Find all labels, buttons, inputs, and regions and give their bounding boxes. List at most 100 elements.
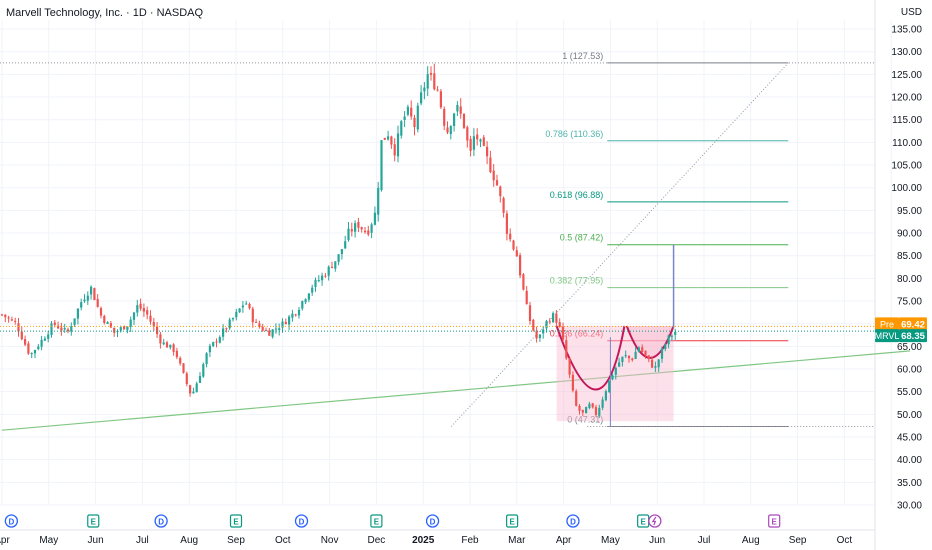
fib-level-label: 1 (127.53) (562, 51, 603, 61)
candle-body (324, 275, 327, 277)
candle-body (195, 383, 198, 393)
candle-body (492, 170, 495, 181)
candle-body (499, 186, 502, 197)
candle-body (561, 326, 565, 340)
candle-body (535, 330, 538, 339)
candle-body (284, 321, 287, 325)
candle-body (215, 341, 218, 343)
candle-body (548, 321, 551, 323)
candle-body (14, 320, 17, 322)
candle-body (86, 295, 89, 301)
candle-body (373, 212, 376, 225)
candle-body (627, 355, 631, 359)
candle-body (598, 407, 601, 416)
candle-body (179, 357, 182, 364)
candle-body (479, 139, 482, 142)
candle-body (608, 380, 611, 392)
candle-body (63, 328, 66, 330)
x-tick-label: Apr (0, 535, 10, 546)
candle-body (129, 319, 132, 327)
candle-body (456, 104, 459, 112)
candle-body (522, 274, 525, 290)
candle-body (245, 303, 248, 305)
candle-body (558, 322, 561, 327)
candle-body (231, 318, 235, 320)
x-tick-label: May (39, 535, 58, 546)
candle-body (581, 409, 584, 413)
candle-body (159, 334, 162, 344)
dividend-event-letter: D (299, 518, 305, 527)
candle-body (624, 355, 627, 357)
candle-body (268, 330, 271, 336)
candle-body (393, 144, 396, 156)
candle-body (515, 250, 518, 257)
candle-body (347, 228, 350, 241)
earnings-event-icon (506, 514, 519, 528)
candle-body (469, 138, 472, 151)
candle-body (136, 305, 139, 313)
candle-body (565, 340, 568, 359)
candle-body (575, 391, 578, 406)
candle-body (43, 338, 46, 341)
candle-body (172, 344, 175, 352)
candle-body (106, 322, 109, 324)
y-tick-label: 40.00 (897, 455, 922, 466)
candle-body (70, 326, 73, 332)
candle-body (505, 213, 508, 234)
candle-body (238, 308, 241, 313)
candle-body (288, 316, 291, 325)
candle-body (294, 314, 297, 316)
candle-body (489, 157, 492, 173)
x-tick-label: 2025 (412, 535, 435, 546)
candle-body (80, 302, 83, 308)
candle-body (370, 224, 373, 233)
candle-body (578, 405, 581, 411)
dividend-event-icon (294, 514, 309, 528)
candle-body (621, 356, 624, 363)
candle-body (350, 229, 353, 232)
candle-body (37, 346, 40, 350)
y-tick-label: 30.00 (897, 501, 922, 512)
candle-body (185, 373, 188, 385)
x-tick-label: Apr (556, 535, 572, 546)
candle-body (0, 314, 4, 316)
x-tick-label: Oct (275, 535, 291, 546)
candle-body (340, 249, 343, 255)
candle-body (406, 106, 409, 115)
earnings-event-icon (87, 514, 100, 528)
candle-body (307, 293, 310, 300)
candle-body (651, 359, 654, 368)
candle-body (228, 319, 231, 329)
candle-body (33, 350, 37, 354)
candle-body (132, 312, 136, 320)
candle-body (344, 241, 347, 249)
y-tick-label: 105.00 (891, 161, 922, 172)
candle-body (476, 134, 479, 140)
y-tick-label: 85.00 (897, 251, 922, 262)
y-tick-label: 35.00 (897, 478, 922, 489)
candle-body (258, 323, 261, 327)
candle-body (261, 326, 264, 331)
candle-body (40, 339, 43, 347)
y-tick-label: 45.00 (897, 433, 922, 444)
candle-body (585, 407, 588, 414)
dividend-event-letter: D (430, 518, 436, 527)
candle-body (73, 318, 76, 325)
candle-body (24, 339, 27, 345)
x-tick-label: Nov (321, 535, 339, 546)
candle-body (363, 230, 367, 233)
candle-body (604, 391, 607, 401)
y-tick-label: 65.00 (897, 342, 922, 353)
currency-label[interactable]: USD (900, 7, 922, 18)
candle-body (139, 303, 142, 309)
candle-body (321, 275, 324, 281)
candle-body (47, 334, 50, 339)
candle-body (387, 136, 390, 140)
candle-body (486, 146, 489, 157)
y-tick-label: 55.00 (897, 387, 922, 398)
candle-body (459, 106, 462, 114)
candle-body (594, 407, 598, 415)
candle-body (222, 328, 225, 337)
candle-body (674, 331, 677, 335)
